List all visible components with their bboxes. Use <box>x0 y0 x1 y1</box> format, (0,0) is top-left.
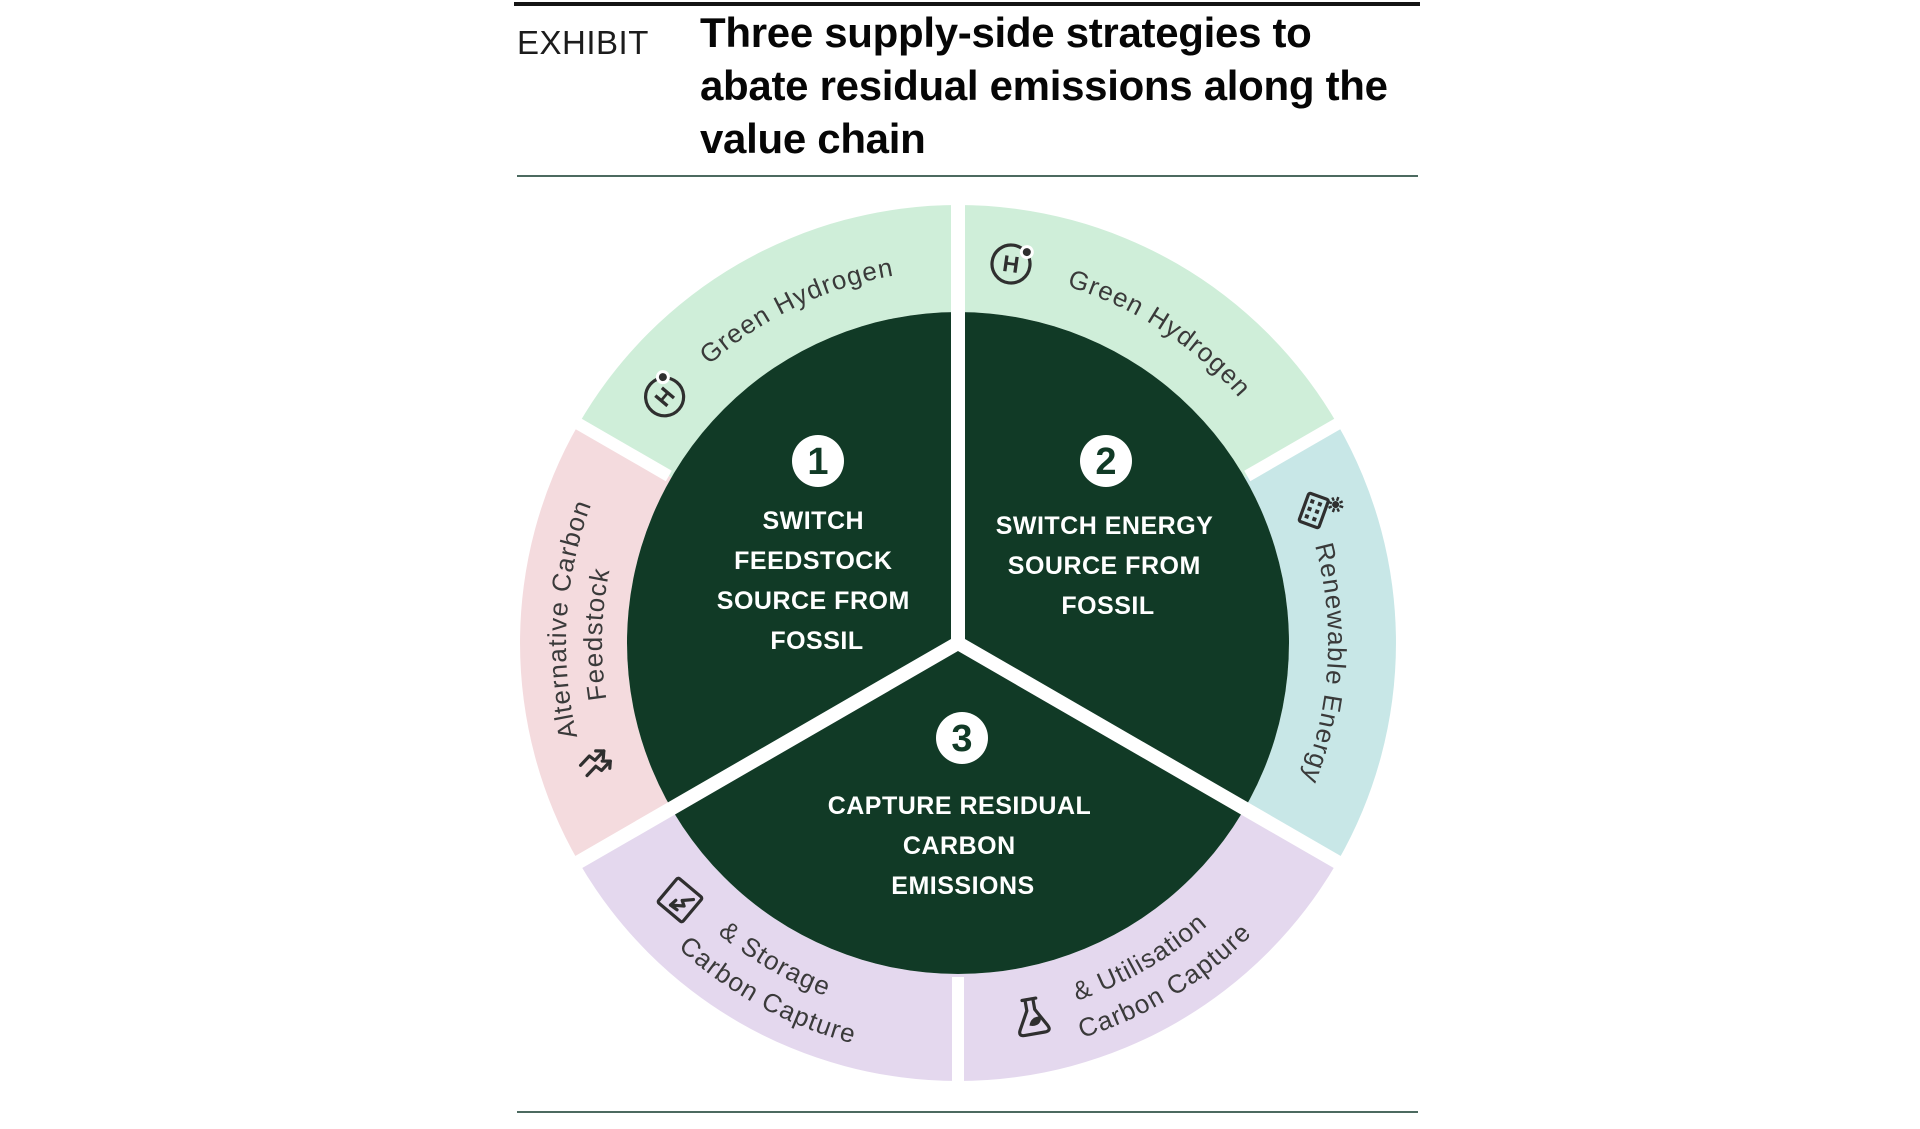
outer-segment-green-hydrogen-left <box>578 205 958 478</box>
segment-2-title: SWITCH ENERGY SOURCE FROM FOSSIL <box>996 512 1221 620</box>
ring-dividers <box>568 414 1348 1089</box>
outer-segment-carbon-capture-storage <box>578 808 958 1081</box>
core-dividers <box>568 201 1348 873</box>
badge-2-circle <box>1080 435 1132 487</box>
title-line-2: abate residual emissions along the <box>700 62 1388 109</box>
gear-icon <box>1327 496 1344 513</box>
carbon-storage-icon <box>656 876 704 924</box>
badge-3-number: 3 <box>951 718 972 760</box>
hydrogen-icon-letter: H <box>1001 250 1021 278</box>
page-title: Three supply-side strategies to abate re… <box>700 6 1460 165</box>
top-rule <box>514 2 1420 6</box>
title-line-3: value chain <box>700 115 926 162</box>
segment-3-title: CAPTURE RESIDUAL CARBON EMISSIONS <box>828 792 1099 900</box>
strategy-wheel-svg: 1 SWITCH FEEDSTOCK SOURCE FROM FOSSIL 2 … <box>520 201 1396 1089</box>
inner-segment-3: 3 CAPTURE RESIDUAL CARBON EMISSIONS <box>828 712 1099 900</box>
badge-3-circle <box>936 712 988 764</box>
outer-segment-alternative-carbon-feedstock <box>520 424 672 862</box>
divider-rule-bottom <box>517 1111 1418 1113</box>
divider-rule-top <box>517 175 1418 177</box>
solar-panel-icon <box>1297 491 1344 530</box>
badge-2-number: 2 <box>1095 441 1116 483</box>
outer-segment-renewable-energy <box>1244 424 1396 862</box>
hydrogen-icon: H <box>990 243 1034 285</box>
inner-segment-2: 2 SWITCH ENERGY SOURCE FROM FOSSIL <box>996 435 1221 620</box>
strategy-wheel: 1 SWITCH FEEDSTOCK SOURCE FROM FOSSIL 2 … <box>518 201 1398 1089</box>
badge-1-number: 1 <box>807 441 828 483</box>
inner-segment-1: 1 SWITCH FEEDSTOCK SOURCE FROM FOSSIL <box>717 435 917 655</box>
segment-1-title: SWITCH FEEDSTOCK SOURCE FROM FOSSIL <box>717 507 917 655</box>
outer-segment-green-hydrogen-right <box>958 205 1338 478</box>
title-line-1: Three supply-side strategies to <box>700 9 1312 56</box>
exhibit-eyebrow: EXHIBIT <box>517 24 649 61</box>
leaf-icon <box>1029 1016 1042 1027</box>
badge-1-circle <box>792 435 844 487</box>
outer-segment-carbon-capture-utilisation <box>958 808 1338 1081</box>
merge-arrows-icon <box>578 749 612 778</box>
flask-leaf-icon <box>1018 996 1051 1038</box>
